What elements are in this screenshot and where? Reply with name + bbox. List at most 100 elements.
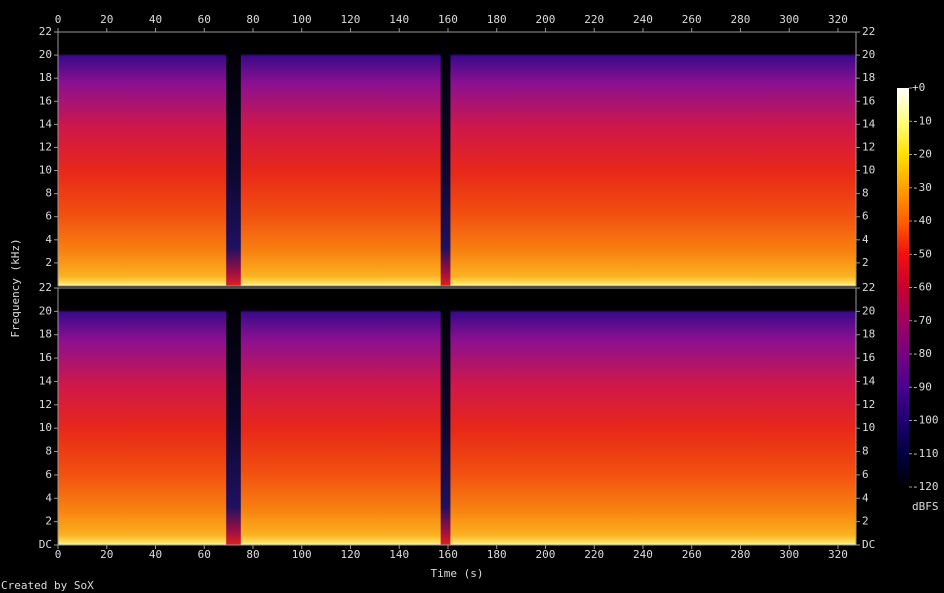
quiet-interval xyxy=(440,32,451,286)
y-tick-label-right: 18 xyxy=(862,71,875,84)
x-tick-label-top: 60 xyxy=(198,13,211,26)
x-tick-label-top: 320 xyxy=(828,13,848,26)
x-tick-label-top: 100 xyxy=(292,13,312,26)
x-tick-label-bottom: 260 xyxy=(682,548,702,561)
x-tick-label-bottom: 120 xyxy=(341,548,361,561)
y-tick-label-right: 4 xyxy=(862,233,869,246)
y-tick-label-right: 14 xyxy=(862,117,876,130)
y-tick-label-right: 6 xyxy=(862,468,869,481)
colorbar-tick-label: -70 xyxy=(912,314,932,327)
y-tick-label-right: 18 xyxy=(862,328,875,341)
x-tick-label-bottom: 280 xyxy=(731,548,751,561)
x-tick-label-top: 260 xyxy=(682,13,702,26)
x-tick-label-top: 40 xyxy=(149,13,162,26)
x-tick-label-top: 180 xyxy=(487,13,507,26)
colorbar-tick-label: -20 xyxy=(912,148,932,161)
y-tick-label: 14 xyxy=(39,117,53,130)
colorbar-tick-label: -40 xyxy=(912,214,932,227)
y-tick-label-right: 12 xyxy=(862,398,875,411)
y-tick-label: 4 xyxy=(45,233,52,246)
y-tick-label: 10 xyxy=(39,421,52,434)
y-tick-label: 14 xyxy=(39,374,53,387)
colorbar xyxy=(897,88,909,487)
y-tick-label-right: 22 xyxy=(862,25,875,38)
x-tick-label-bottom: 160 xyxy=(438,548,458,561)
colorbar-tick-label: -60 xyxy=(912,281,932,294)
colorbar-tick-label: -80 xyxy=(912,347,932,360)
y-tick-label-right: 6 xyxy=(862,210,869,223)
y-tick-label: 8 xyxy=(45,445,52,458)
x-tick-label-top: 220 xyxy=(584,13,604,26)
x-tick-label-top: 140 xyxy=(389,13,409,26)
y-tick-label: 6 xyxy=(45,210,52,223)
x-tick-label-bottom: 220 xyxy=(584,548,604,561)
spectrogram-panel xyxy=(58,288,856,545)
x-tick-label-bottom: 20 xyxy=(100,548,113,561)
y-tick-label: 4 xyxy=(45,491,52,504)
y-tick-label-right: 20 xyxy=(862,48,875,61)
colorbar-tick-label: -120 xyxy=(912,480,939,493)
x-tick-label-bottom: 300 xyxy=(779,548,799,561)
x-tick-label-top: 20 xyxy=(100,13,113,26)
y-tick-label-right: 2 xyxy=(862,515,869,528)
y-tick-label: 2 xyxy=(45,256,52,269)
y-tick-label-right: DC xyxy=(862,538,875,551)
y-tick-label: 6 xyxy=(45,468,52,481)
y-tick-label: 16 xyxy=(39,94,52,107)
y-tick-label-right: 8 xyxy=(862,187,869,200)
x-tick-label-bottom: 240 xyxy=(633,548,653,561)
x-tick-label-top: 80 xyxy=(246,13,259,26)
x-axis-label: Time (s) xyxy=(431,567,484,580)
x-tick-label-bottom: 100 xyxy=(292,548,312,561)
y-tick-label-right: 16 xyxy=(862,94,875,107)
quiet-interval xyxy=(440,288,451,545)
y-tick-label: 22 xyxy=(39,25,52,38)
y-tick-label: 16 xyxy=(39,351,52,364)
y-tick-label: 18 xyxy=(39,71,52,84)
y-tick-label: 18 xyxy=(39,328,52,341)
y-tick-label: 22 xyxy=(39,281,52,294)
y-tick-label: 10 xyxy=(39,164,52,177)
y-tick-label-right: 2 xyxy=(862,256,869,269)
x-tick-label-bottom: 80 xyxy=(246,548,259,561)
y-tick-label: DC xyxy=(39,538,52,551)
x-tick-label-top: 200 xyxy=(536,13,556,26)
x-tick-label-top: 160 xyxy=(438,13,458,26)
colorbar-tick-label: -10 xyxy=(912,114,932,127)
colorbar-tick-label: -100 xyxy=(912,414,939,427)
panel-frame xyxy=(57,31,857,287)
quiet-interval xyxy=(226,288,241,545)
quiet-interval xyxy=(226,32,241,286)
y-tick-label: 2 xyxy=(45,515,52,528)
credit: Created by SoX xyxy=(1,579,94,592)
y-tick-label-right: 10 xyxy=(862,421,875,434)
x-tick-label-top: 0 xyxy=(55,13,62,26)
x-tick-label-top: 240 xyxy=(633,13,653,26)
y-axis-label: Frequency (kHz) xyxy=(9,238,22,337)
spectrogram-panel xyxy=(58,32,856,286)
y-tick-label-right: 22 xyxy=(862,281,875,294)
x-tick-label-bottom: 60 xyxy=(198,548,211,561)
panel-frame xyxy=(57,287,857,546)
y-tick-label-right: 10 xyxy=(862,164,875,177)
colorbar-tick-label: -90 xyxy=(912,380,932,393)
x-tick-label-bottom: 180 xyxy=(487,548,507,561)
colorbar-tick-label: -50 xyxy=(912,247,932,260)
y-tick-label: 12 xyxy=(39,398,52,411)
x-tick-label-bottom: 320 xyxy=(828,548,848,561)
x-tick-label-bottom: 140 xyxy=(389,548,409,561)
y-tick-label: 20 xyxy=(39,304,52,317)
colorbar-tick-label: -110 xyxy=(912,447,939,460)
y-tick-label-right: 20 xyxy=(862,304,875,317)
y-tick-label-right: 8 xyxy=(862,445,869,458)
y-tick-label: 20 xyxy=(39,48,52,61)
y-tick-label-right: 14 xyxy=(862,374,876,387)
colorbar-label: dBFS xyxy=(912,500,939,513)
y-tick-label-right: 4 xyxy=(862,491,869,504)
x-tick-label-bottom: 40 xyxy=(149,548,162,561)
x-tick-label-top: 280 xyxy=(731,13,751,26)
colorbar-tick-label: -30 xyxy=(912,181,932,194)
colorbar-tick-label: +0 xyxy=(912,81,925,94)
y-tick-label: 8 xyxy=(45,187,52,200)
